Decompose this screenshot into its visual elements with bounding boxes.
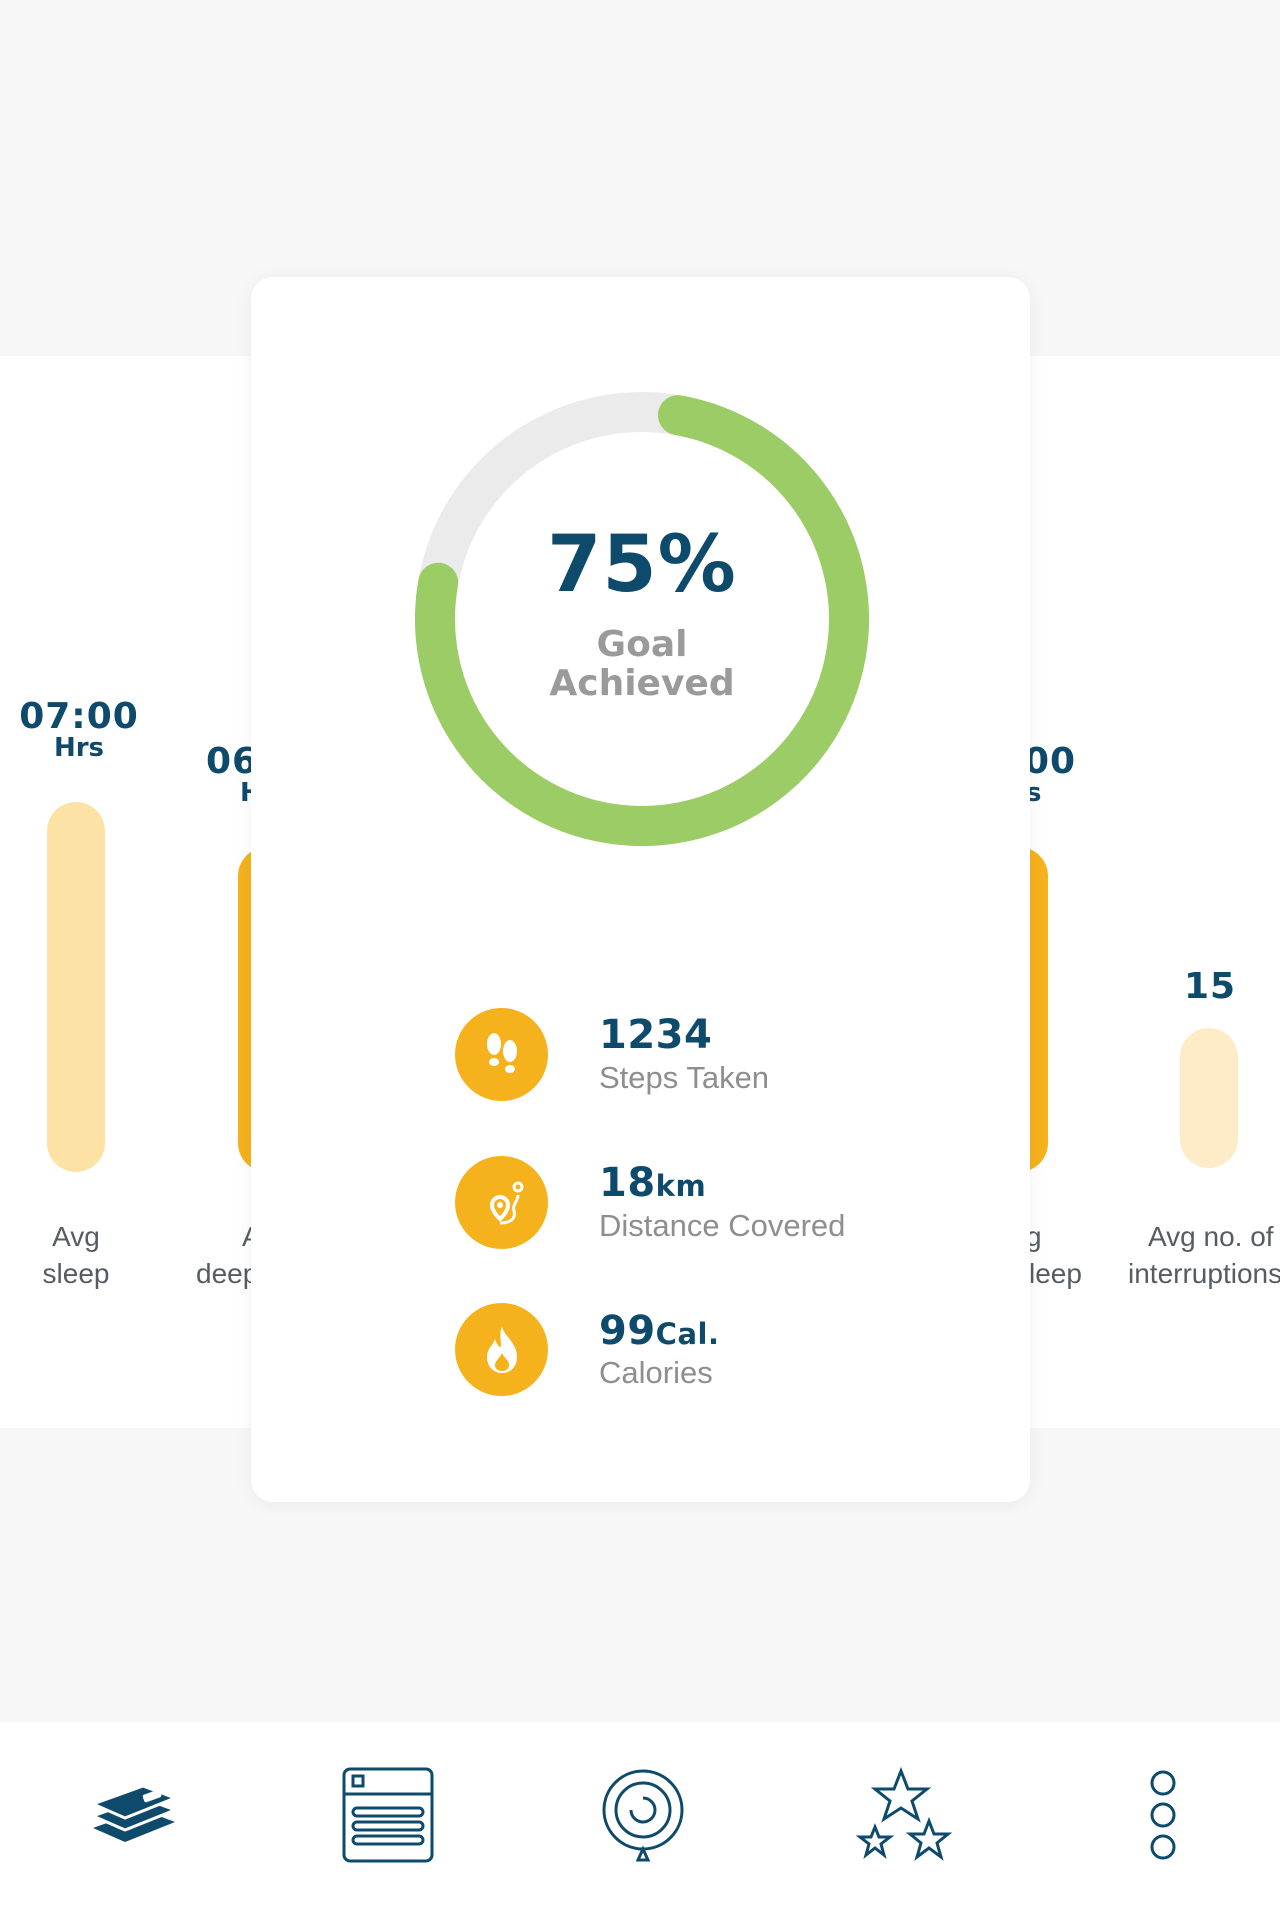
metric-unit: Cal. bbox=[655, 1317, 720, 1351]
layers-icon bbox=[88, 1784, 180, 1842]
stat-label-line: deep bbox=[196, 1258, 259, 1289]
metric-label: Calories bbox=[599, 1355, 713, 1390]
stat-value: 15 bbox=[1183, 966, 1237, 1007]
stat-label-line: Avg no. of bbox=[1148, 1221, 1274, 1252]
stat-label-line: leep bbox=[1029, 1258, 1082, 1289]
flame-icon bbox=[455, 1303, 548, 1396]
target-icon bbox=[602, 1769, 684, 1862]
nav-newspaper[interactable] bbox=[333, 1760, 443, 1870]
stat-value: 07:00 bbox=[19, 696, 139, 737]
metric-label: Steps Taken bbox=[599, 1060, 770, 1095]
goal-percent: 75% bbox=[547, 520, 737, 610]
stat-label: Avg sleep bbox=[0, 1218, 152, 1292]
route-icon bbox=[455, 1156, 548, 1249]
newspaper-icon bbox=[342, 1767, 434, 1863]
stat-label-line: g bbox=[1026, 1221, 1042, 1252]
stat-label: Avg no. of interruptions bbox=[1128, 1218, 1280, 1292]
metric-label: Distance Covered bbox=[599, 1208, 846, 1243]
goal-progress-ring bbox=[415, 392, 869, 846]
metric-number: 18 bbox=[599, 1160, 656, 1206]
stat-value: 06 bbox=[206, 741, 259, 782]
metric-value: 99Cal. bbox=[599, 1308, 719, 1354]
metric-number: 99 bbox=[599, 1308, 656, 1354]
stat-label-line: interruptions bbox=[1128, 1258, 1280, 1289]
nav-target[interactable] bbox=[588, 1760, 698, 1870]
nav-layers[interactable] bbox=[78, 1760, 188, 1870]
stat-value: 00 bbox=[1024, 741, 1077, 782]
goal-label: Goal Achieved bbox=[415, 625, 869, 703]
stat-label-line: sleep bbox=[42, 1258, 110, 1289]
ring-progress-arc bbox=[415, 392, 869, 846]
goal-label-line: Goal bbox=[596, 624, 688, 665]
metric-number: 1234 bbox=[599, 1012, 713, 1058]
stars-icon bbox=[855, 1767, 953, 1861]
stat-label: A deep bbox=[196, 1218, 266, 1292]
stat-bar bbox=[47, 802, 105, 1172]
goal-label-line: Achieved bbox=[549, 663, 735, 704]
stat-unit: s bbox=[1026, 778, 1042, 808]
stat-bar bbox=[1180, 1028, 1238, 1168]
metric-value: 18km bbox=[599, 1160, 706, 1206]
nav-more[interactable] bbox=[1108, 1760, 1218, 1870]
metric-unit: km bbox=[655, 1169, 707, 1203]
metric-value: 1234 bbox=[599, 1012, 712, 1058]
stat-label-line: Avg bbox=[52, 1221, 100, 1252]
more-icon bbox=[1150, 1770, 1176, 1860]
goal-card bbox=[251, 277, 1030, 1502]
nav-stars[interactable] bbox=[850, 1760, 960, 1870]
stat-unit: Hrs bbox=[53, 733, 105, 763]
footsteps-icon bbox=[455, 1008, 548, 1101]
stat-label: g leep bbox=[1020, 1218, 1140, 1292]
